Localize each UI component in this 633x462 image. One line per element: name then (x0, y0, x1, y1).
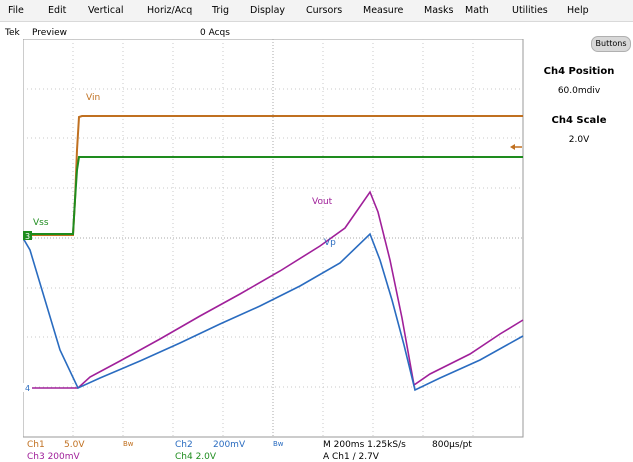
menu-vertical[interactable]: Vertical (88, 5, 124, 16)
ch3-marker-label: 3 (25, 232, 30, 241)
menu-trig[interactable]: Trig (212, 5, 229, 16)
buttons-button[interactable]: Buttons (591, 36, 631, 52)
ch1-scale[interactable]: 5.0V (64, 440, 84, 450)
menu-edit[interactable]: Edit (48, 5, 66, 16)
menu-masks[interactable]: Masks (424, 5, 453, 16)
brand-label: Tek (5, 28, 20, 38)
ch2-bandwidth: Bw (273, 440, 284, 448)
vp-label: Vp (324, 238, 336, 248)
menu-measure[interactable]: Measure (363, 5, 403, 16)
trigger-readout[interactable]: A Ch1 ∕ 2.7V (323, 452, 379, 462)
vout-label: Vout (312, 197, 333, 207)
menu-display[interactable]: Display (250, 5, 285, 16)
vin-label: Vin (86, 93, 100, 103)
ch4-position-value[interactable]: 60.0mdiv (524, 86, 633, 96)
acquisition-mode: Preview (32, 28, 67, 38)
ch4-readout[interactable]: Ch4 2.0V (175, 452, 216, 462)
menu-bar: File Edit Vertical Horiz/Acq Trig Displa… (0, 0, 633, 22)
waveform-display[interactable]: Vin Vss Vout Vp 3 4 (23, 39, 524, 438)
ch1-bandwidth: Bw (123, 440, 134, 448)
acquisition-count: 0 Acqs (200, 28, 230, 38)
menu-cursors[interactable]: Cursors (306, 5, 342, 16)
ch4-position-title: Ch4 Position (524, 66, 633, 77)
ch4-ground-marker[interactable]: 4 (23, 383, 32, 393)
vss-label: Vss (33, 218, 49, 228)
timebase-readout[interactable]: M 200ms 1.25kS/s (323, 440, 406, 450)
menu-file[interactable]: File (8, 5, 24, 16)
ch2-scale[interactable]: 200mV (213, 440, 245, 450)
points-readout: 800µs/pt (432, 440, 472, 450)
ch4-scale-value[interactable]: 2.0V (524, 135, 633, 145)
ch3-readout[interactable]: Ch3 200mV (27, 452, 80, 462)
menu-utilities[interactable]: Utilities (512, 5, 548, 16)
ch4-marker-label: 4 (25, 384, 30, 393)
ch3-ground-marker[interactable]: 3 (23, 231, 32, 241)
ch1-readout[interactable]: Ch1 (27, 440, 45, 450)
menu-horiz-acq[interactable]: Horiz/Acq (147, 5, 192, 16)
status-row: Tek Preview 0 Acqs (0, 22, 633, 40)
ch2-readout[interactable]: Ch2 (175, 440, 193, 450)
ch4-scale-title: Ch4 Scale (524, 115, 633, 126)
menu-help[interactable]: Help (567, 5, 589, 16)
menu-math[interactable]: Math (465, 5, 489, 16)
